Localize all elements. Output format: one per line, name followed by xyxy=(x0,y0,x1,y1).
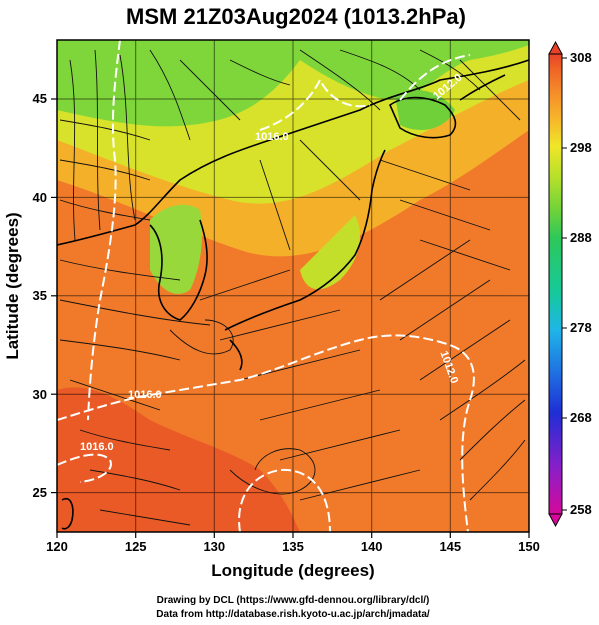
y-tick-label: 30 xyxy=(33,387,47,402)
x-tick-label: 145 xyxy=(439,539,461,554)
colorbar: 308 298 288 278 268 258 xyxy=(548,40,592,528)
x-axis-title: Longitude (degrees) xyxy=(211,561,374,580)
x-tick-label: 120 xyxy=(46,539,68,554)
colorbar-tick-label: 268 xyxy=(570,410,592,425)
wind-streamlines xyxy=(59,49,526,526)
hokkaido-green-patch xyxy=(395,90,455,130)
chart-title: MSM 21Z03Aug2024 (1013.2hPa) xyxy=(126,4,466,29)
contour-label: 1016.0 xyxy=(80,441,114,453)
temperature-field-green xyxy=(57,40,529,127)
credit-line-2: Data from http://database.rish.kyoto-u.a… xyxy=(156,609,430,620)
contour-label: 1016.0 xyxy=(255,131,289,143)
colorbar-tick-label: 278 xyxy=(570,320,592,335)
y-tick-label: 45 xyxy=(33,91,47,106)
map-panel xyxy=(57,40,529,532)
colorbar-tick-label: 288 xyxy=(570,230,592,245)
y-tick-label: 25 xyxy=(33,485,47,500)
korea-green-patch xyxy=(150,204,202,294)
x-tick-label: 140 xyxy=(361,539,383,554)
colorbar-min-arrow xyxy=(548,513,563,528)
colorbar-scale xyxy=(548,53,563,515)
x-tick-label: 125 xyxy=(125,539,147,554)
y-axis-title: Latitude (degrees) xyxy=(3,212,22,359)
x-axis: 120 125 130 135 140 145 150 Longitude (d… xyxy=(46,532,540,580)
temperature-field-dark xyxy=(57,387,300,532)
x-tick-label: 150 xyxy=(518,539,540,554)
coastlines xyxy=(57,59,529,530)
contour-label: 1016.0 xyxy=(128,389,162,401)
x-tick-label: 130 xyxy=(203,539,225,554)
y-tick-label: 35 xyxy=(33,288,47,303)
map-grid xyxy=(57,40,529,532)
y-tick-label: 40 xyxy=(33,190,47,205)
y-axis: 25 30 35 40 45 Latitude (degrees) xyxy=(3,91,57,500)
colorbar-tick-label: 308 xyxy=(570,50,592,65)
colorbar-tick-label: 298 xyxy=(570,140,592,155)
honshu-green-patch xyxy=(300,215,360,290)
credit-line-1: Drawing by DCL (https://www.gfd-dennou.o… xyxy=(157,595,430,606)
x-tick-label: 135 xyxy=(282,539,304,554)
colorbar-tick-label: 258 xyxy=(570,502,592,517)
colorbar-max-arrow xyxy=(548,40,563,55)
pressure-contours xyxy=(57,40,475,532)
